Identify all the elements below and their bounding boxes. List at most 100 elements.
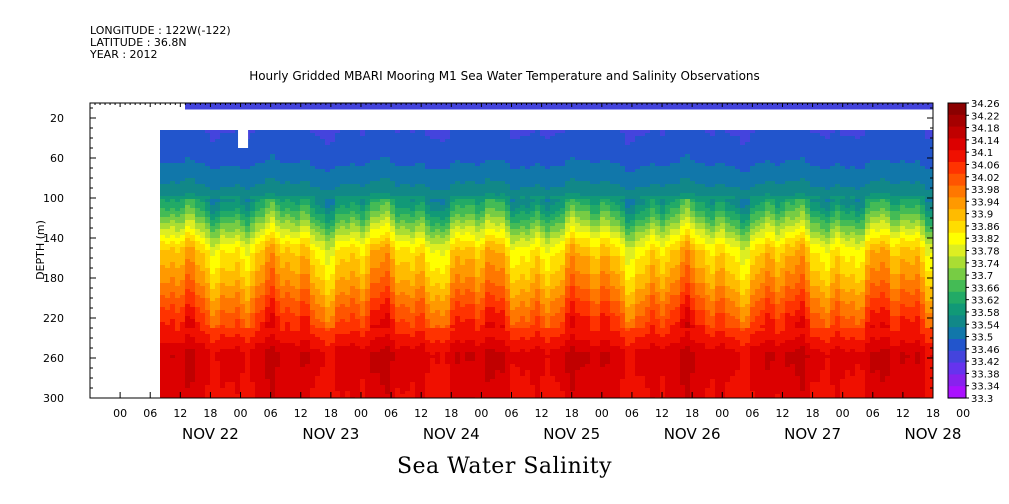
field-cell	[215, 133, 221, 137]
field-cell	[235, 142, 241, 146]
field-cell	[380, 265, 386, 269]
field-cell	[235, 283, 241, 287]
field-cell	[250, 274, 256, 278]
field-cell	[270, 259, 276, 263]
field-cell	[165, 289, 171, 293]
field-cell	[335, 229, 341, 233]
field-cell	[420, 157, 426, 161]
field-cell	[360, 229, 366, 233]
field-cell	[375, 214, 381, 218]
field-cell	[255, 103, 261, 107]
field-cell	[165, 166, 171, 170]
field-cell	[175, 226, 181, 230]
field-cell	[160, 235, 166, 239]
field-cell	[410, 205, 416, 209]
field-cell	[240, 298, 246, 302]
field-cell	[200, 208, 206, 212]
field-cell	[365, 280, 371, 284]
field-cell	[250, 229, 256, 233]
field-cell	[345, 169, 351, 173]
field-cell	[405, 211, 411, 215]
field-cell	[335, 163, 341, 167]
field-cell	[160, 256, 166, 260]
field-cell	[240, 247, 246, 251]
field-cell	[360, 382, 366, 386]
field-cell	[360, 211, 366, 215]
field-cell	[320, 271, 326, 275]
field-cell	[165, 355, 171, 359]
field-cell	[420, 199, 426, 203]
field-cell	[170, 175, 176, 179]
field-cell	[420, 352, 426, 356]
field-cell	[295, 154, 301, 158]
field-cell	[190, 268, 196, 272]
field-cell	[310, 259, 316, 263]
field-cell	[240, 190, 246, 194]
field-cell	[170, 235, 176, 239]
field-cell	[300, 295, 306, 299]
field-cell	[350, 274, 356, 278]
field-cell	[345, 241, 351, 245]
field-cell	[185, 172, 191, 176]
field-cell	[230, 130, 236, 134]
field-cell	[330, 265, 336, 269]
field-cell	[395, 337, 401, 341]
field-cell	[325, 235, 331, 239]
field-cell	[360, 310, 366, 314]
field-cell	[215, 226, 221, 230]
field-cell	[225, 172, 231, 176]
field-cell	[295, 307, 301, 311]
field-cell	[335, 199, 341, 203]
field-cell	[220, 256, 226, 260]
field-cell	[180, 295, 186, 299]
field-cell	[210, 157, 216, 161]
field-cell	[175, 193, 181, 197]
field-cell	[250, 373, 256, 377]
field-cell	[335, 316, 341, 320]
field-cell	[415, 175, 421, 179]
field-cell	[355, 238, 361, 242]
field-cell	[180, 217, 186, 221]
field-cell	[355, 235, 361, 239]
field-cell	[240, 319, 246, 323]
field-cell	[295, 178, 301, 182]
field-cell	[280, 133, 286, 137]
field-cell	[405, 172, 411, 176]
field-cell	[385, 265, 391, 269]
field-cell	[240, 355, 246, 359]
field-cell	[340, 130, 346, 134]
field-cell	[310, 214, 316, 218]
field-cell	[355, 241, 361, 245]
field-cell	[280, 166, 286, 170]
field-cell	[395, 313, 401, 317]
field-cell	[345, 265, 351, 269]
field-cell	[390, 376, 396, 380]
field-cell	[380, 238, 386, 242]
field-cell	[320, 349, 326, 353]
field-cell	[220, 310, 226, 314]
field-cell	[290, 280, 296, 284]
field-cell	[230, 367, 236, 371]
field-cell	[160, 226, 166, 230]
field-cell	[215, 157, 221, 161]
field-cell	[340, 172, 346, 176]
field-cell	[360, 199, 366, 203]
field-cell	[425, 184, 431, 188]
field-cell	[250, 343, 256, 347]
field-cell	[275, 172, 281, 176]
field-cell	[195, 391, 201, 395]
field-cell	[215, 193, 221, 197]
field-cell	[230, 154, 236, 158]
field-cell	[295, 106, 301, 110]
field-cell	[250, 358, 256, 362]
field-cell	[190, 331, 196, 335]
field-cell	[275, 232, 281, 236]
field-cell	[180, 196, 186, 200]
field-cell	[330, 331, 336, 335]
field-cell	[245, 253, 251, 257]
field-cell	[200, 310, 206, 314]
field-cell	[270, 247, 276, 251]
field-cell	[300, 142, 306, 146]
field-cell	[340, 328, 346, 332]
field-cell	[370, 103, 376, 107]
